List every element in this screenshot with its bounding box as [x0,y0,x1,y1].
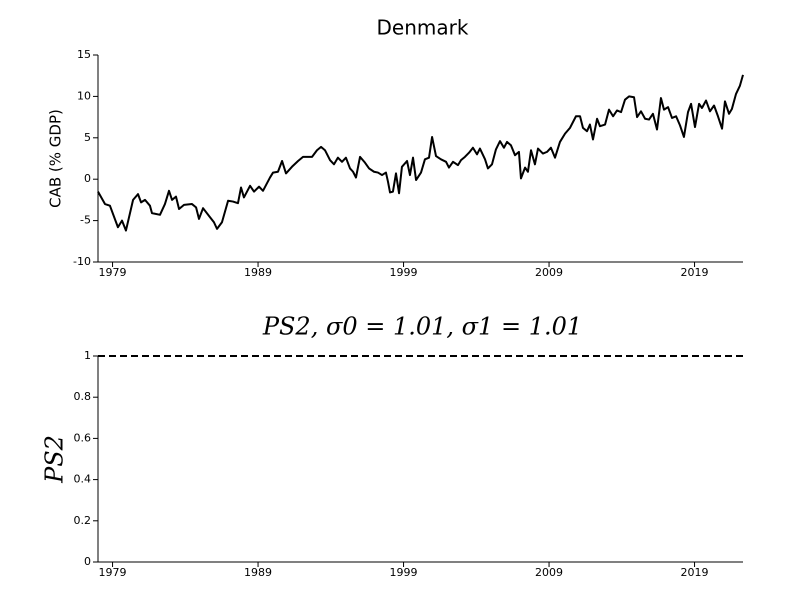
x-tick-label: 2019 [681,266,709,279]
chart-title: PS2, σ0 = 1.01, σ1 = 1.01 [262,313,582,341]
y-tick-label: -10 [73,255,91,268]
x-tick-label: 1979 [99,566,127,579]
x-tick-label: 2009 [535,266,563,279]
y-tick-label: -5 [80,214,91,227]
y-axis-label: CAB (% GDP) [47,109,65,208]
x-tick-label: 1999 [390,566,418,579]
y-tick-label: 0.6 [74,431,92,444]
y-tick-label: 0.8 [74,390,92,403]
y-tick-label: 5 [84,131,91,144]
x-tick-label: 1989 [244,266,272,279]
y-tick-label: 0 [84,172,91,185]
chart-title: Denmark [377,16,469,40]
y-axis-label: PS2 [41,435,69,484]
y-tick-label: 10 [77,89,91,102]
x-tick-label: 1999 [390,266,418,279]
y-tick-label: 0.2 [74,514,92,527]
y-tick-label: 0 [84,555,91,568]
y-tick-label: 15 [77,48,91,61]
y-tick-label: 0.4 [74,473,92,486]
x-tick-label: 1979 [99,266,127,279]
x-tick-label: 2009 [535,566,563,579]
x-tick-label: 1989 [244,566,272,579]
y-tick-label: 1 [84,349,91,362]
data-line [97,74,744,232]
x-tick-label: 2019 [681,566,709,579]
